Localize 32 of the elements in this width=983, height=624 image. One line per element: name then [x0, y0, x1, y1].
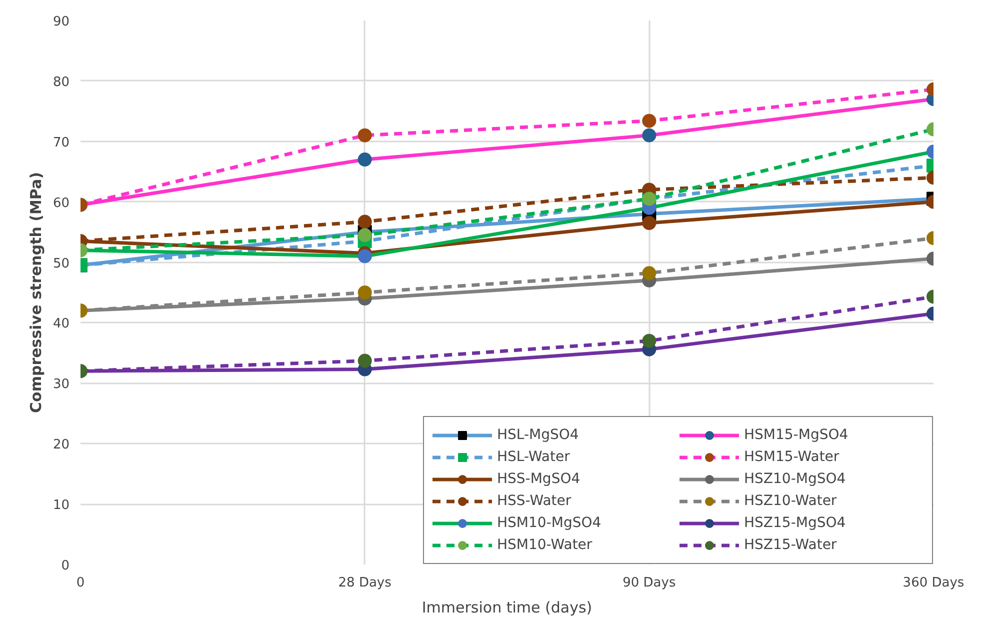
y-axis-title: Compressive strength (MPa) [26, 172, 45, 413]
legend-label: HSM10-Water [497, 537, 594, 553]
legend-label: HSM15-MgSO4 [744, 427, 850, 443]
x-tick-label: 360 Days [902, 576, 964, 590]
legend-label: HSL-MgSO4 [497, 427, 580, 443]
legend-label: HSS-MgSO4 [497, 471, 582, 487]
x-tick-label: 90 Days [622, 576, 676, 590]
x-tick-label: 28 Days [338, 576, 392, 590]
legend-label: HSZ15-Water [744, 537, 838, 553]
y-tick-label: 20 [52, 438, 70, 453]
y-tick-label: 50 [52, 256, 70, 272]
y-tick-label: 40 [52, 316, 70, 332]
legend-label: HSZ15-MgSO4 [744, 515, 847, 531]
y-tick-label: 30 [52, 377, 70, 392]
y-tick-label: 80 [52, 74, 70, 90]
y-tick-label: 10 [52, 498, 70, 514]
y-tick-label: 60 [52, 196, 70, 211]
y-tick-label: 0 [61, 558, 70, 574]
legend-label: HSZ10-Water [744, 493, 838, 509]
y-tick-label: 70 [52, 135, 70, 150]
legend-label: HSZ10-MgSO4 [744, 471, 847, 487]
legend-label: HSM15-Water [744, 449, 840, 465]
point [642, 216, 656, 230]
legend-label: HSL-Water [497, 449, 571, 465]
y-tick-label: 90 [52, 14, 70, 30]
x-tick-label: 0 [76, 576, 85, 590]
legend-label: HSS-Water [497, 493, 572, 509]
legend-label: HSM10-MgSO4 [497, 515, 602, 531]
x-axis-title: Immersion time (days) [422, 598, 592, 616]
point [642, 128, 656, 142]
point [358, 249, 372, 264]
point [358, 152, 372, 167]
